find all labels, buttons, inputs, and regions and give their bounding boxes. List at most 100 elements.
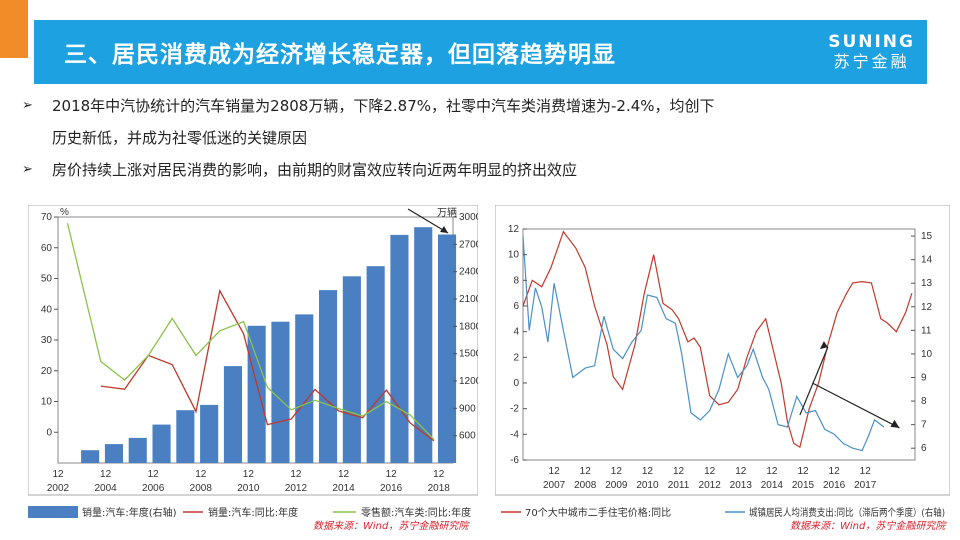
x-tick-month: 12 bbox=[195, 469, 207, 480]
legend-label: 70个大中城市二手住宅价格:同比 bbox=[525, 506, 671, 519]
left-tick-label: 6 bbox=[513, 301, 519, 312]
x-tick-year: 2012 bbox=[699, 480, 722, 491]
left-tick-label: 2 bbox=[513, 352, 519, 363]
arrow-bullet-icon: ➢ bbox=[22, 162, 33, 177]
x-tick-month: 12 bbox=[766, 466, 778, 477]
bullet-continuation: 历史新低，并成为社零低迷的关键原因 bbox=[52, 129, 308, 147]
x-tick-year: 2012 bbox=[285, 483, 308, 494]
x-tick-year: 2008 bbox=[190, 483, 213, 494]
title-banner: 三、居民消费成为经济增长稳定器，但回落趋势明显 SUNING 苏宁金融 bbox=[34, 20, 927, 84]
x-tick-year: 2007 bbox=[543, 480, 566, 491]
sales-bar bbox=[176, 410, 195, 463]
left-tick-label: 8 bbox=[513, 275, 519, 286]
sales-bar bbox=[247, 325, 266, 463]
left-tick-label: 50 bbox=[41, 274, 53, 285]
left-tick-label: 0 bbox=[46, 427, 52, 438]
right-tick-label: 14 bbox=[921, 255, 933, 266]
x-tick-month: 12 bbox=[148, 469, 160, 480]
bullet-item: ➢ 2018年中汽协统计的汽车销量为2808万辆，下降2.87%，社零中汽车类消… bbox=[22, 90, 922, 122]
plot-area bbox=[522, 228, 916, 461]
x-tick-year: 2016 bbox=[380, 483, 403, 494]
left-tick-label: 12 bbox=[508, 224, 520, 235]
sales-bar bbox=[81, 450, 100, 463]
x-tick-year: 2013 bbox=[730, 480, 753, 491]
x-tick-month: 12 bbox=[735, 466, 747, 477]
sales-bar bbox=[200, 404, 219, 463]
bullet-item: ➢ 房价持续上涨对居民消费的影响，由前期的财富效应转向近两年明显的挤出效应 bbox=[22, 154, 922, 186]
page-title: 三、居民消费成为经济增长稳定器，但回落趋势明显 bbox=[64, 42, 616, 68]
sales-bar bbox=[128, 437, 147, 463]
up-arrow-line bbox=[799, 346, 829, 416]
x-tick-month: 12 bbox=[860, 466, 872, 477]
right-axis-unit: 万辆 bbox=[437, 206, 457, 219]
brand-name-en: SUNING bbox=[828, 32, 915, 52]
x-tick-month: 12 bbox=[549, 466, 561, 477]
x-tick-month: 12 bbox=[52, 469, 64, 480]
sales-bar bbox=[390, 234, 409, 463]
legend-swatch-bar bbox=[28, 506, 78, 518]
x-tick-year: 2016 bbox=[823, 480, 846, 491]
x-tick-year: 2014 bbox=[332, 483, 355, 494]
left-axis-unit: % bbox=[60, 207, 69, 218]
left-tick-label: 30 bbox=[41, 335, 53, 346]
sales-bar bbox=[295, 314, 314, 463]
right-tick-label: 1800 bbox=[459, 321, 478, 332]
legend-label: 城镇居民人均消费支出:同比（滞后两个季度）(右轴) bbox=[749, 506, 945, 519]
legend-label: 零售额:汽车类:同比:年度 bbox=[361, 506, 471, 519]
x-tick-year: 2010 bbox=[237, 483, 260, 494]
right-tick-label: 7 bbox=[921, 420, 927, 431]
right-tick-label: 15 bbox=[921, 231, 933, 242]
sales-bar bbox=[319, 290, 338, 463]
sales-bar bbox=[271, 321, 290, 463]
right-tick-label: 1500 bbox=[459, 349, 478, 360]
up-arrow-head bbox=[819, 341, 828, 350]
x-tick-month: 12 bbox=[433, 469, 445, 480]
x-tick-month: 12 bbox=[829, 466, 841, 477]
right-tick-label: 900 bbox=[459, 403, 476, 414]
brand-logo: SUNING 苏宁金融 bbox=[828, 34, 915, 70]
right-tick-label: 2100 bbox=[459, 294, 478, 305]
trend-arrow-head bbox=[440, 226, 448, 233]
sales-bar bbox=[104, 444, 123, 463]
sales-yoy-line bbox=[100, 288, 435, 442]
left-tick-label: 10 bbox=[41, 397, 53, 408]
right-tick-label: 2400 bbox=[459, 267, 478, 278]
left-tick-label: 40 bbox=[41, 304, 53, 315]
x-tick-month: 12 bbox=[611, 466, 623, 477]
x-tick-year: 2008 bbox=[574, 480, 597, 491]
right-tick-label: 3000 bbox=[459, 212, 478, 223]
right-tick-label: 12 bbox=[921, 302, 933, 313]
chart-frame bbox=[495, 205, 950, 496]
x-tick-month: 12 bbox=[673, 466, 685, 477]
retail-yoy-line bbox=[66, 223, 435, 441]
x-tick-year: 2004 bbox=[94, 483, 117, 494]
down-arrow-line bbox=[812, 382, 900, 429]
left-tick-label: 70 bbox=[41, 212, 53, 223]
housing-consumption-chart: 12 10 8 6 4 2 0 -2 -4 -6 15 14 13 12 11 10 9 8 7 6 12 2007 12 2… bbox=[495, 205, 950, 535]
data-source: 数据来源：Wind，苏宁金融研究院 bbox=[313, 520, 470, 532]
sales-bar bbox=[342, 276, 361, 463]
down-arrow-head bbox=[890, 419, 900, 428]
trend-arrow-line bbox=[407, 208, 449, 234]
legend-label: 销量:汽车:同比:年度 bbox=[208, 506, 298, 519]
right-tick-label: 1200 bbox=[459, 376, 478, 387]
right-tick-label: 6 bbox=[921, 443, 927, 454]
right-tick-label: 11 bbox=[921, 325, 932, 336]
left-tick-label: 4 bbox=[513, 327, 519, 338]
left-tick-label: -2 bbox=[510, 404, 519, 415]
legend-label: 销量:汽车:年度(右轴) bbox=[82, 506, 177, 519]
auto-sales-chart-svg: 7060504030201003000270024002100180015001… bbox=[28, 205, 478, 532]
right-tick-label: 9 bbox=[921, 373, 927, 384]
x-tick-month: 12 bbox=[243, 469, 255, 480]
left-tick-label: 60 bbox=[41, 243, 53, 254]
data-source: 数据来源：Wind，苏宁金融研究院 bbox=[790, 520, 947, 532]
x-tick-year: 2009 bbox=[605, 480, 628, 491]
bullet-text: 房价持续上涨对居民消费的影响，由前期的财富效应转向近两年明显的挤出效应 bbox=[52, 161, 578, 179]
right-tick-label: 13 bbox=[921, 278, 933, 289]
x-tick-year: 2011 bbox=[668, 480, 690, 491]
sales-bar bbox=[366, 266, 385, 463]
x-tick-year: 2018 bbox=[428, 483, 451, 494]
right-tick-label: 600 bbox=[459, 431, 476, 442]
x-tick-year: 2015 bbox=[792, 480, 815, 491]
x-tick-year: 2017 bbox=[854, 480, 877, 491]
